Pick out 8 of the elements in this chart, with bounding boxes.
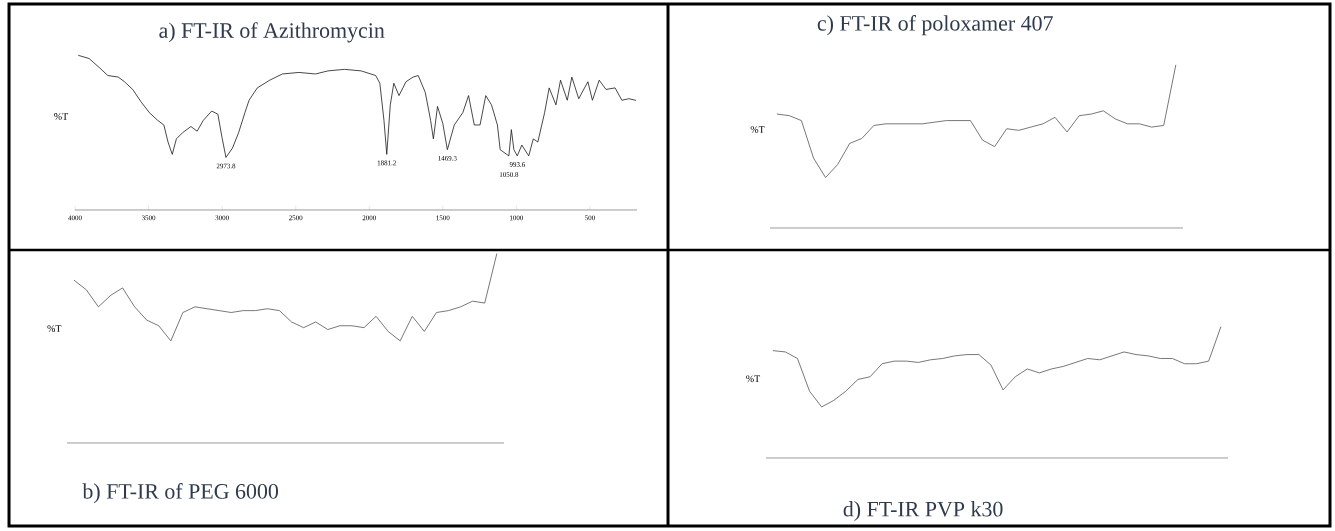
y-axis-title: %T <box>746 375 761 383</box>
y-axis-title: %T <box>750 126 765 133</box>
y-axis-title: %T <box>54 113 69 120</box>
chart-title: c) FT-IR of poloxamer 407 <box>817 15 1053 36</box>
text: b) FT-IR of PEG 6000 <box>82 483 279 504</box>
chart-title: a) FT-IR of Azithromycin <box>159 22 385 43</box>
text: d) FT-IR PVP k30 <box>843 501 1003 521</box>
y-axis-title: %T <box>47 325 62 332</box>
